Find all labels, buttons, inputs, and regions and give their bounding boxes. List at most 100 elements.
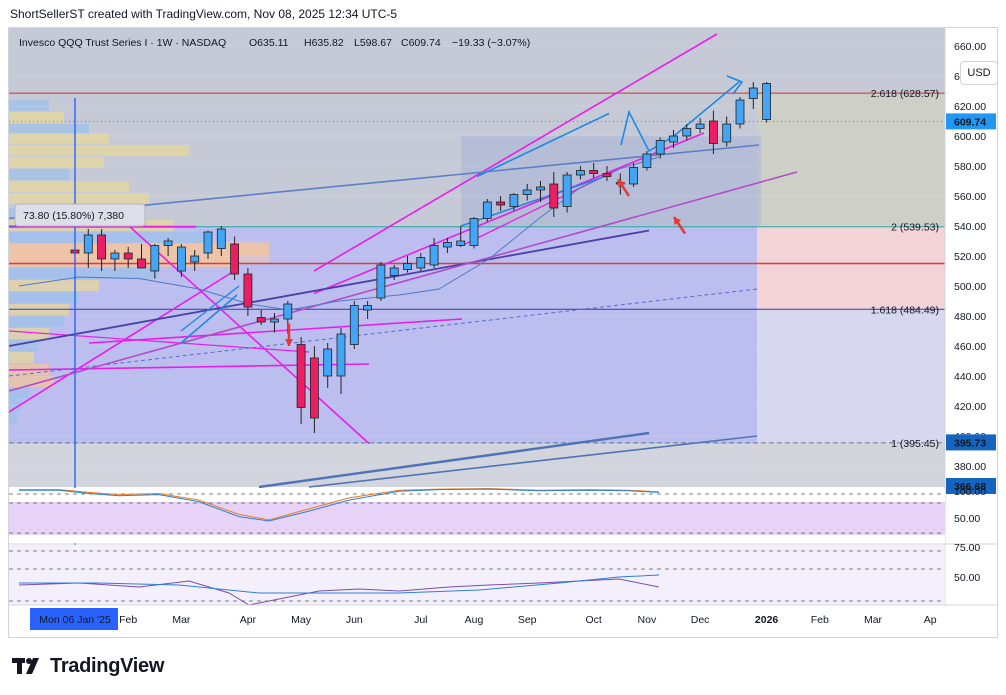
candle-body xyxy=(349,305,359,345)
volume-profile-bar xyxy=(9,100,49,111)
legend-high: H635.82 xyxy=(304,37,344,49)
candle xyxy=(389,265,399,280)
blue-channel-upper xyxy=(476,112,610,178)
volume-profile-bar xyxy=(9,412,17,423)
candle xyxy=(762,82,771,123)
volume-profile-bar xyxy=(9,376,54,387)
time-tick-label: Mar xyxy=(172,614,191,626)
volume-profile-bar xyxy=(9,352,34,363)
legend-change: −19.33 (−3.07%) xyxy=(452,37,530,49)
candle-body xyxy=(549,183,559,209)
lower-line xyxy=(9,330,310,353)
indicator-pane-2: 50.00 75.00 xyxy=(9,542,980,606)
candle xyxy=(163,238,173,256)
candle xyxy=(270,313,279,333)
candle xyxy=(576,166,585,180)
time-tick-label: Feb xyxy=(119,614,137,626)
volume-profile-bar xyxy=(9,340,39,351)
candle xyxy=(123,247,133,268)
volume-profile-bar xyxy=(9,316,64,327)
candle-body xyxy=(336,333,346,377)
candle xyxy=(709,110,718,154)
candle-body xyxy=(682,128,692,137)
candle-body xyxy=(150,245,160,272)
candle-body xyxy=(522,189,532,195)
candle-body xyxy=(216,228,226,249)
projection-zone-upper xyxy=(757,226,945,310)
bottom-trend-line-a xyxy=(258,431,650,489)
candle xyxy=(655,137,665,159)
candle-body xyxy=(190,255,200,263)
time-tick-label: Oct xyxy=(586,614,602,626)
red-arrow-2-head xyxy=(674,217,682,225)
channel-upper-line xyxy=(313,33,718,272)
candle xyxy=(97,229,106,271)
candle-body xyxy=(429,245,439,266)
last-price-badge: 609.74 xyxy=(954,116,986,128)
chart-svg[interactable]: 2.618 (628.57) 2 (539.53) 1.618 (484.49) 1 … xyxy=(9,28,997,637)
time-tick-label: Jul xyxy=(414,614,427,626)
volume-profile-bar xyxy=(9,232,209,243)
projection-path xyxy=(620,81,740,153)
candle xyxy=(536,181,545,202)
volume-profile-bar xyxy=(9,145,189,156)
volume-profile-bar xyxy=(9,244,269,255)
candle-body xyxy=(709,120,718,144)
legend-low: L598.67 xyxy=(354,37,392,49)
legend-open: O635.11 xyxy=(249,37,289,49)
time-cursor-label: Mon 06 Jan '25 xyxy=(39,614,111,626)
volume-profile-bar xyxy=(9,328,49,339)
candle-body xyxy=(442,242,452,248)
indicator-2-line xyxy=(18,578,660,606)
indicator-2-signal xyxy=(19,574,660,594)
bottom-band xyxy=(9,443,945,487)
price-tick-label: 560.00 xyxy=(954,191,986,203)
candle xyxy=(589,163,599,178)
fib-level-label: 2.618 (628.57) xyxy=(871,88,939,100)
candle xyxy=(349,301,359,349)
candle xyxy=(695,118,705,133)
candle-body xyxy=(283,303,293,320)
candle xyxy=(176,244,186,277)
time-axis: cMon 06 Jan '25FebMarAprMayJunJulAugSepO… xyxy=(30,608,937,630)
price-tick-label: 660.00 xyxy=(954,41,986,53)
candle xyxy=(642,151,652,171)
candle-body xyxy=(722,123,732,143)
candles xyxy=(70,82,771,433)
tradingview-logo-icon xyxy=(12,658,39,674)
candle xyxy=(522,184,532,201)
candle-body xyxy=(669,135,678,143)
time-tick-label: Feb xyxy=(811,614,829,626)
price-tick-label: 420.00 xyxy=(954,401,986,413)
tradingview-logo[interactable]: TradingView xyxy=(12,654,164,678)
candle-body xyxy=(83,234,93,254)
candle xyxy=(496,196,506,211)
candle-body xyxy=(655,140,665,155)
fib-level-label: 2 (539.53) xyxy=(891,222,939,234)
candle xyxy=(602,166,612,181)
projection-zone-lower xyxy=(757,310,945,444)
candle xyxy=(403,256,412,273)
indicator-1-band xyxy=(9,502,945,535)
candle-body xyxy=(735,99,745,125)
ma-long-line xyxy=(9,229,650,347)
candle xyxy=(243,268,253,316)
candle xyxy=(83,229,93,268)
measure-label: 73.80 (15.80%) 7,380 xyxy=(23,210,124,222)
legend-symbol: Invesco QQQ Trust Series I · 1W · NASDAQ xyxy=(19,37,226,49)
red-arrow-1-head xyxy=(618,179,626,188)
candle-body xyxy=(203,231,213,254)
currency-button[interactable]: USD xyxy=(960,61,997,85)
candle xyxy=(110,250,120,271)
volume-profile-bar xyxy=(9,292,79,303)
candle xyxy=(256,310,266,325)
volume-profile-bar xyxy=(9,169,69,180)
volume-profile-bar xyxy=(9,400,21,411)
chart-frame[interactable]: 2.618 (628.57) 2 (539.53) 1.618 (484.49) 1 … xyxy=(8,27,998,638)
candle xyxy=(442,238,452,253)
candle xyxy=(682,124,692,141)
wedge-line-a xyxy=(180,294,238,344)
candle xyxy=(735,97,745,129)
price-tick-label: 500.00 xyxy=(954,281,986,293)
indicator-pane-1: 50.00 100.00 xyxy=(9,486,997,545)
